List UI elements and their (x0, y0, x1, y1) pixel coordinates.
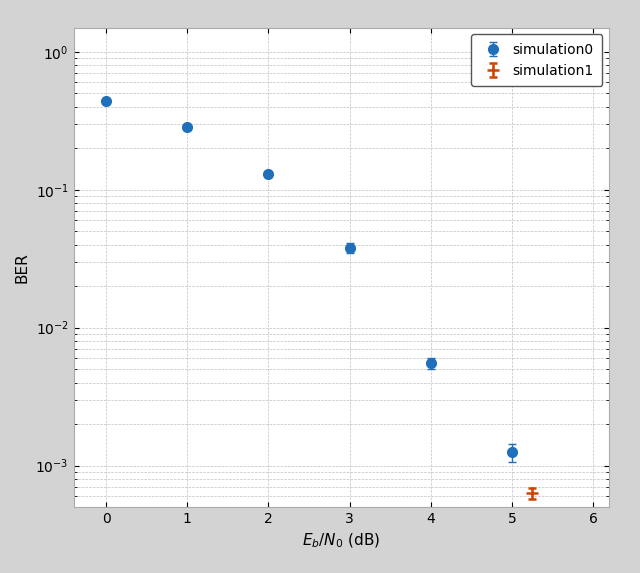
X-axis label: $E_b/N_0$ (dB): $E_b/N_0$ (dB) (302, 532, 381, 550)
Legend: simulation0, simulation1: simulation0, simulation1 (471, 34, 602, 86)
Y-axis label: BER: BER (15, 252, 30, 282)
